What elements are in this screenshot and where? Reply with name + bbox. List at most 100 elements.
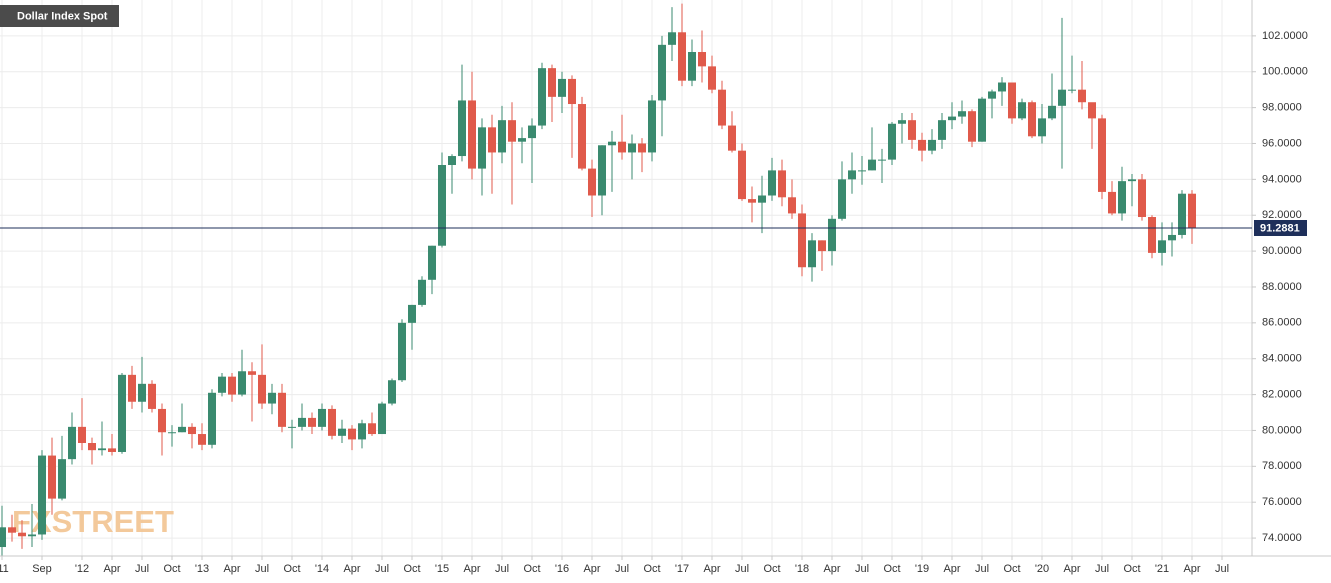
candle-body — [188, 426, 196, 435]
candle-body — [1168, 234, 1176, 241]
x-tick-label: '18 — [795, 563, 809, 575]
candle-body — [328, 408, 336, 436]
candle-body — [968, 111, 976, 142]
y-tick-label: 102.0000 — [1262, 30, 1308, 42]
candle-body — [978, 98, 986, 142]
x-tick-label: Apr — [583, 563, 600, 575]
candle-body — [548, 68, 556, 97]
x-tick-label: '14 — [315, 563, 329, 575]
x-tick-label: Oct — [1003, 563, 1020, 575]
candle-body — [668, 32, 676, 45]
candle-body — [1088, 102, 1096, 119]
candle-body — [1018, 102, 1026, 119]
candle-body — [818, 240, 826, 252]
candle-body — [708, 66, 716, 90]
candle-body — [288, 426, 296, 428]
candle-body — [848, 170, 856, 180]
candle-body — [368, 423, 376, 435]
candle-body — [518, 138, 526, 142]
candle-body — [18, 532, 26, 537]
candle-body — [388, 380, 396, 404]
candle-body — [308, 417, 316, 427]
x-tick-label: '17 — [675, 563, 689, 575]
candle-body — [48, 455, 56, 499]
candle-body — [1098, 118, 1106, 192]
candle-body — [1078, 89, 1086, 103]
candle-body — [218, 376, 226, 393]
candle-body — [658, 44, 666, 101]
x-tick-label: Apr — [823, 563, 840, 575]
x-tick-label: Jul — [735, 563, 749, 575]
candle-body — [148, 383, 156, 409]
x-tick-label: Apr — [223, 563, 240, 575]
x-tick-label: Jul — [975, 563, 989, 575]
candle-body — [478, 127, 486, 169]
candle-body — [468, 100, 476, 169]
x-tick-label: Oct — [403, 563, 420, 575]
candle-body — [728, 125, 736, 151]
x-tick-label: '16 — [555, 563, 569, 575]
y-tick-label: 100.0000 — [1262, 66, 1308, 78]
candle-body — [378, 403, 386, 435]
candle-body — [408, 304, 416, 323]
y-tick-label: 80.0000 — [1262, 424, 1302, 436]
x-tick-label: '15 — [435, 563, 449, 575]
candle-body — [1158, 240, 1166, 253]
x-tick-label: Apr — [943, 563, 960, 575]
x-tick-label: '20 — [1035, 563, 1049, 575]
candle-body — [938, 120, 946, 140]
candle-body — [998, 82, 1006, 92]
x-tick-label: Apr — [463, 563, 480, 575]
candle-body — [778, 170, 786, 198]
x-tick-label: Jul — [135, 563, 149, 575]
y-tick-label: 90.0000 — [1262, 245, 1302, 257]
candle-body — [0, 527, 6, 548]
candle-body — [228, 376, 236, 395]
candle-body — [858, 170, 866, 172]
candle-body — [528, 125, 536, 139]
title-box — [0, 5, 119, 27]
candle-body — [868, 159, 876, 171]
candle-body — [788, 197, 796, 214]
x-tick-label: Jul — [615, 563, 629, 575]
candle-body — [488, 127, 496, 153]
y-tick-label: 98.0000 — [1262, 102, 1302, 114]
candle-body — [398, 322, 406, 381]
x-tick-label: Jul — [855, 563, 869, 575]
x-tick-label: Apr — [343, 563, 360, 575]
x-tick-label: Oct — [643, 563, 660, 575]
candle-body — [178, 426, 186, 433]
candle-body — [798, 213, 806, 268]
x-tick-label: Oct — [763, 563, 780, 575]
candle-body — [828, 218, 836, 252]
x-tick-label: Oct — [523, 563, 540, 575]
candle-body — [158, 408, 166, 433]
x-tick-label: Oct — [883, 563, 900, 575]
candle-body — [1178, 193, 1186, 235]
candle-body — [588, 168, 596, 196]
x-tick-label: Jul — [495, 563, 509, 575]
y-tick-label: 84.0000 — [1262, 353, 1302, 365]
candle-body — [1038, 118, 1046, 137]
candle-body — [238, 371, 246, 395]
candle-body — [278, 392, 286, 427]
x-tick-label: Oct — [1123, 563, 1140, 575]
x-tick-label: Jul — [375, 563, 389, 575]
candle-body — [338, 428, 346, 436]
y-tick-label: 94.0000 — [1262, 173, 1302, 185]
candle-body — [418, 279, 426, 305]
candle-body — [438, 165, 446, 246]
candle-body — [578, 104, 586, 169]
candle-body — [628, 143, 636, 153]
candle-body — [748, 199, 756, 203]
candle-body — [638, 143, 646, 153]
candle-body — [928, 139, 936, 151]
candle-body — [358, 423, 366, 440]
x-tick-label: Apr — [103, 563, 120, 575]
candle-body — [458, 100, 466, 157]
grid — [0, 0, 1252, 556]
x-tick-label: Sep — [32, 563, 52, 575]
candle-body — [118, 374, 126, 452]
candle-body — [888, 123, 896, 160]
